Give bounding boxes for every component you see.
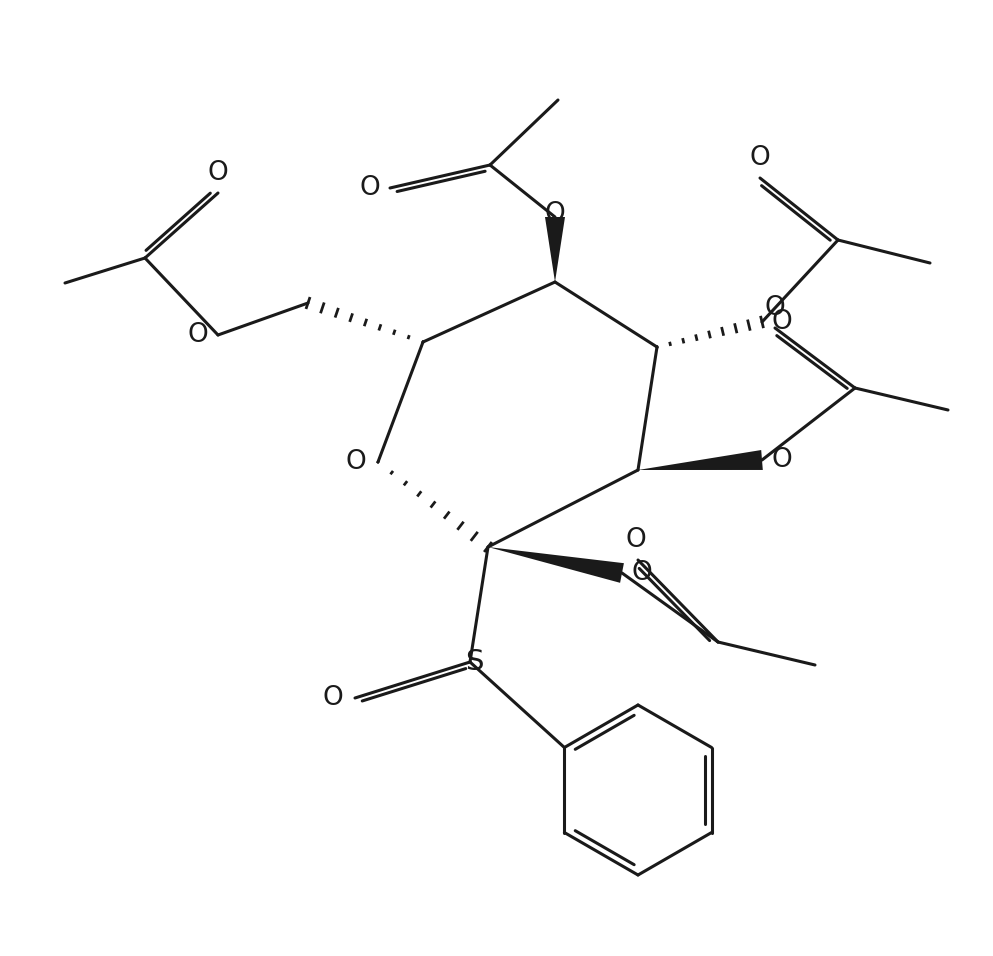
Text: O: O [626, 527, 646, 553]
Polygon shape [545, 217, 565, 282]
Text: S: S [465, 648, 484, 676]
Polygon shape [638, 450, 763, 470]
Text: O: O [544, 201, 565, 227]
Text: O: O [632, 560, 652, 586]
Text: O: O [750, 145, 771, 171]
Text: O: O [346, 449, 366, 475]
Polygon shape [488, 547, 624, 583]
Text: O: O [188, 322, 209, 348]
Text: O: O [359, 175, 380, 201]
Text: O: O [772, 447, 792, 473]
Text: O: O [208, 160, 228, 186]
Text: O: O [765, 295, 785, 321]
Text: O: O [772, 309, 792, 335]
Text: O: O [323, 685, 344, 711]
